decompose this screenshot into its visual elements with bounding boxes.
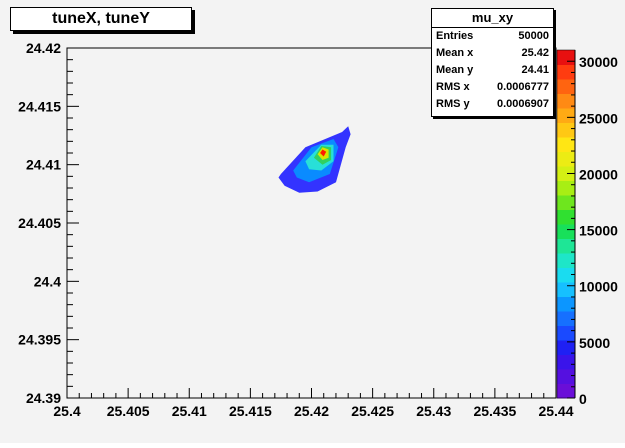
z-tick-label: 5000 xyxy=(579,335,610,351)
x-tick-label: 25.425 xyxy=(351,403,394,419)
palette-band xyxy=(557,282,575,297)
palette-band xyxy=(557,93,575,109)
y-tick-label: 24.42 xyxy=(26,40,61,56)
x-tick-label: 25.44 xyxy=(538,403,573,419)
y-tick-label: 24.415 xyxy=(18,98,61,114)
stats-row-rms-y: RMS y 0.0006907 xyxy=(432,96,553,113)
stats-value: 24.41 xyxy=(521,64,549,76)
palette-band xyxy=(557,354,575,370)
y-tick-label: 24.39 xyxy=(26,390,61,406)
contour-level-5 xyxy=(320,149,327,157)
stats-row-mean-y: Mean y 24.41 xyxy=(432,62,553,79)
stats-label: Mean y xyxy=(436,64,474,76)
palette-band xyxy=(557,108,575,123)
y-axis: 24.39 24.395 24.4 24.405 24.41 24.415 24.42 xyxy=(18,40,79,406)
z-tick-label: 30000 xyxy=(579,54,618,70)
y-tick-label: 24.4 xyxy=(34,273,61,289)
stats-value: 50000 xyxy=(518,30,549,42)
palette-band xyxy=(557,180,575,196)
y-tick-label: 24.405 xyxy=(18,215,61,231)
palette-band xyxy=(557,253,575,268)
z-tick-label: 25000 xyxy=(579,110,618,126)
palette-band xyxy=(557,311,575,326)
palette-band xyxy=(557,340,575,355)
chart-title: tuneX, tuneY xyxy=(10,7,192,31)
palette-band xyxy=(557,224,575,239)
x-tick-label: 25.4 xyxy=(53,403,80,419)
stats-row-rms-x: RMS x 0.0006777 xyxy=(432,79,553,96)
z-tick-label: 10000 xyxy=(579,279,618,295)
palette-band xyxy=(557,325,575,341)
stats-value: 25.42 xyxy=(521,47,549,59)
stats-title: mu_xy xyxy=(432,9,553,28)
x-tick-label: 25.435 xyxy=(473,403,516,419)
x-tick-label: 25.405 xyxy=(107,403,150,419)
z-tick-label: 20000 xyxy=(579,166,618,182)
y-tick-label: 24.395 xyxy=(18,332,61,348)
x-axis: 25.4 25.405 25.41 25.415 25.42 25.425 25.43 25.… xyxy=(53,388,574,419)
x-tick-label: 25.415 xyxy=(229,403,272,419)
stats-label: RMS y xyxy=(436,98,470,110)
x-tick-label: 25.42 xyxy=(294,403,329,419)
palette-band xyxy=(557,209,575,225)
palette-band xyxy=(557,122,575,138)
palette-band xyxy=(557,195,575,210)
palette-band xyxy=(557,137,575,152)
y-tick-label: 24.41 xyxy=(26,157,61,173)
z-axis: 0 5000 10000 15000 20000 25000 30000 xyxy=(567,50,618,407)
palette-band xyxy=(557,64,575,80)
palette-band xyxy=(557,369,575,384)
x-tick-label: 25.43 xyxy=(416,403,451,419)
z-tick-label: 0 xyxy=(579,391,587,407)
stats-label: Mean x xyxy=(436,47,474,59)
palette-band xyxy=(557,79,575,94)
stats-value: 0.0006907 xyxy=(497,98,549,110)
color-palette xyxy=(556,49,576,399)
palette-band xyxy=(557,151,575,167)
x-tick-label: 25.41 xyxy=(172,403,207,419)
stats-row-entries: Entries 50000 xyxy=(432,28,553,45)
palette-band xyxy=(557,383,575,399)
palette-band xyxy=(557,238,575,254)
palette-band xyxy=(557,267,575,283)
z-tick-label: 15000 xyxy=(579,223,618,239)
stats-label: Entries xyxy=(436,30,474,42)
contour-layer xyxy=(278,126,351,193)
stats-box: mu_xy Entries 50000 Mean x 25.42 Mean y 24.… xyxy=(431,8,554,117)
palette-band xyxy=(557,50,575,65)
palette-band xyxy=(557,166,575,181)
palette-band xyxy=(557,296,575,312)
stats-label: RMS x xyxy=(436,81,470,93)
stats-row-mean-x: Mean x 25.42 xyxy=(432,45,553,62)
stats-value: 0.0006777 xyxy=(497,81,549,93)
